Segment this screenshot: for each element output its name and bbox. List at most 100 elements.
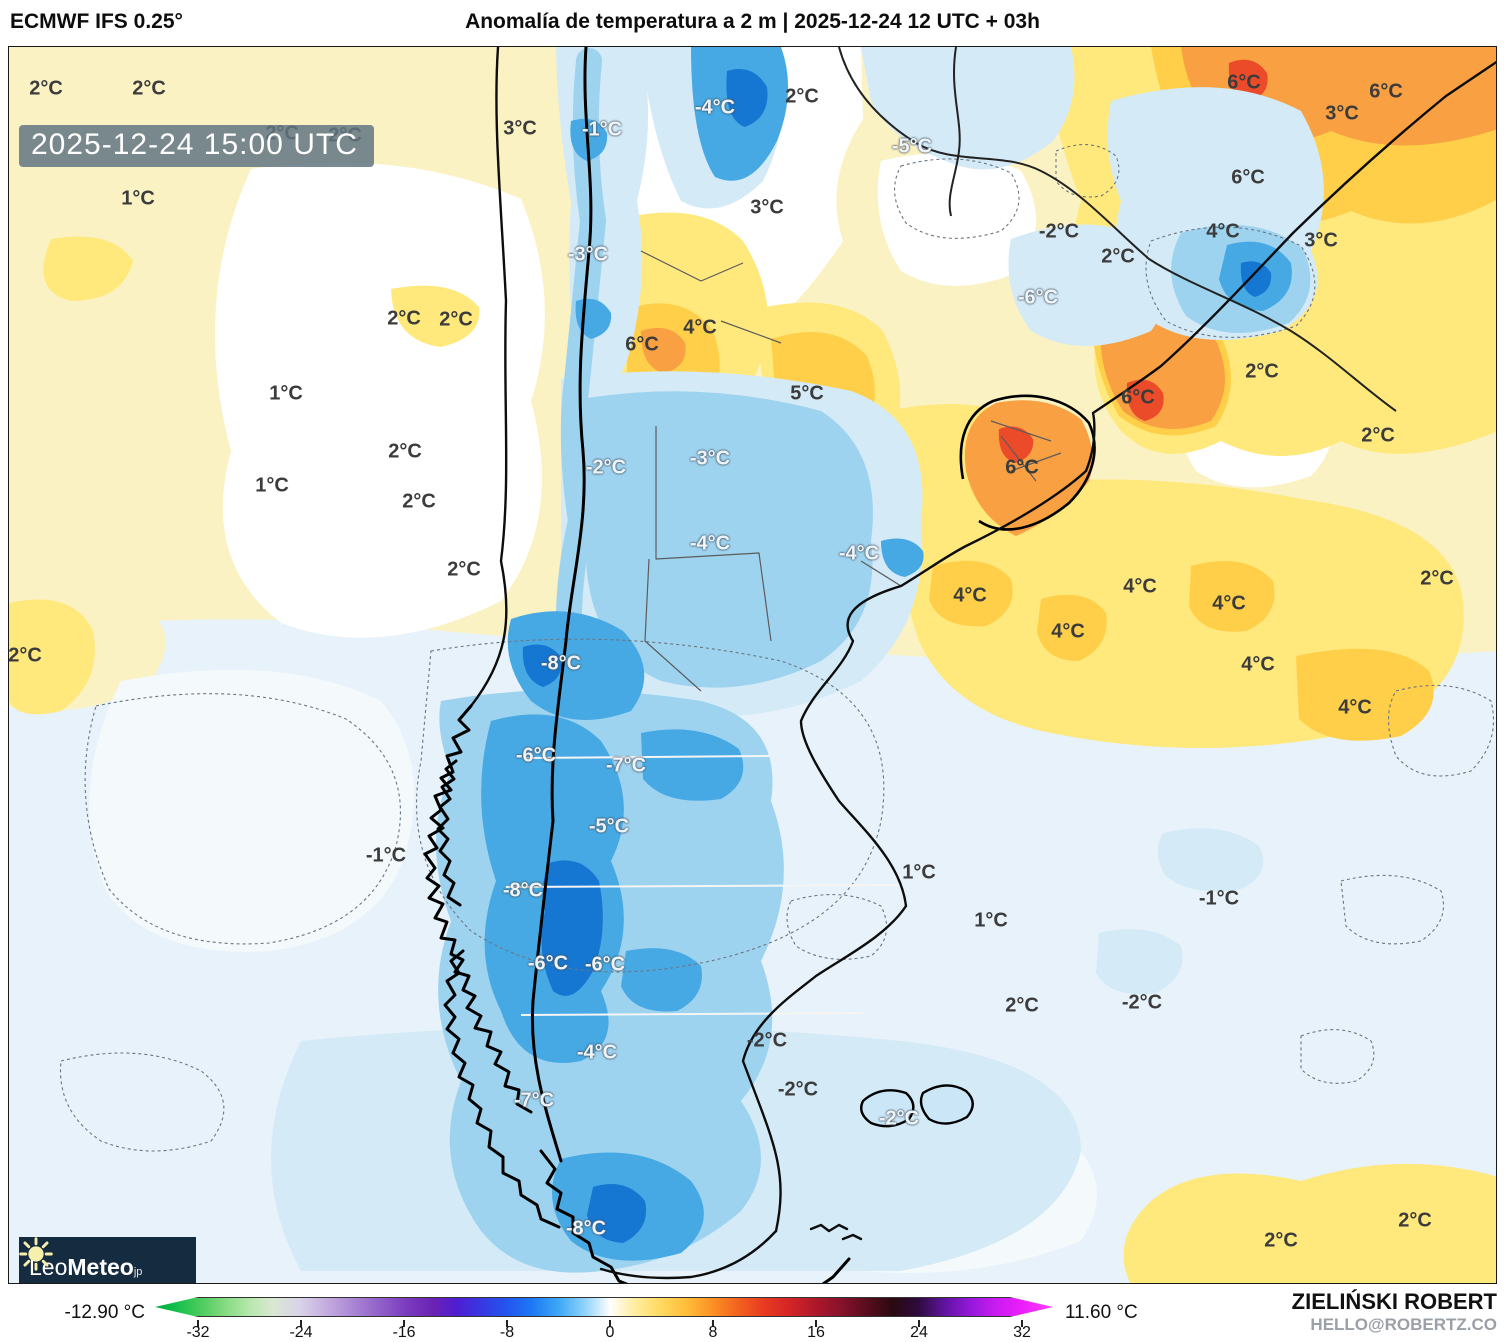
temperature-label: 2°C xyxy=(402,490,436,513)
leometeo-logo: LeoMeteojp xyxy=(19,1237,196,1283)
temperature-label: 2°C xyxy=(8,644,42,667)
colorbar-tick-label: 16 xyxy=(807,1324,825,1341)
temperature-label: 3°C xyxy=(750,196,784,219)
temperature-label: -6°C xyxy=(515,744,557,767)
temperature-label: -7°C xyxy=(605,754,647,777)
colorbar-tick-label: 0 xyxy=(605,1324,615,1341)
temperature-label: 6°C xyxy=(1227,71,1261,94)
temperature-label: 2°C xyxy=(1245,360,1279,383)
temperature-label: -8°C xyxy=(540,652,582,675)
colorbar-tick-label: 24 xyxy=(910,1324,928,1341)
page-title: Anomalía de temperatura a 2 m | 2025-12-… xyxy=(465,10,1040,33)
temperature-label: 4°C xyxy=(1338,696,1372,719)
temperature-label: 4°C xyxy=(1241,653,1275,676)
temperature-label: 2°C xyxy=(1361,424,1395,447)
temperature-label: -2°C xyxy=(1038,220,1080,243)
colorbar-tick-label: -32 xyxy=(186,1324,210,1341)
temperature-label: 2°C xyxy=(132,77,166,100)
colorbar-tick xyxy=(712,1320,714,1327)
temperature-label: -2°C xyxy=(746,1029,788,1052)
model-name: ECMWF IFS 0.25° xyxy=(10,10,183,33)
temperature-label: 1°C xyxy=(255,474,289,497)
temperature-label: 2°C xyxy=(447,558,481,581)
temperature-label: 1°C xyxy=(121,187,155,210)
temperature-label: 1°C xyxy=(902,861,936,884)
colorbar-tick xyxy=(815,1320,817,1327)
temperature-label: 6°C xyxy=(1005,456,1039,479)
temperature-label: 2°C xyxy=(1398,1209,1432,1232)
temperature-label: -8°C xyxy=(565,1217,607,1240)
temperature-label: -2°C xyxy=(1121,991,1163,1014)
colorbar-tick-label: -24 xyxy=(289,1324,313,1341)
colorbar-tick xyxy=(403,1320,405,1327)
temperature-label: 4°C xyxy=(1123,575,1157,598)
colorbar xyxy=(155,1297,1053,1317)
author-credit: ZIELIŃSKI ROBERT xyxy=(1291,1289,1497,1314)
colorbar-tick xyxy=(918,1320,920,1327)
temperature-label: -6°C xyxy=(1017,286,1059,309)
temperature-label: 2°C xyxy=(785,85,819,108)
timestamp-overlay: 2025-12-24 15:00 UTC xyxy=(19,125,374,167)
temperature-label: 6°C xyxy=(1231,166,1265,189)
temperature-label: -6°C xyxy=(527,952,569,975)
sun-icon xyxy=(19,1237,53,1271)
temperature-label: 2°C xyxy=(1264,1229,1298,1252)
temperature-label: -1°C xyxy=(365,844,407,867)
temperature-label: -3°C xyxy=(567,243,609,266)
map-canvas xyxy=(9,47,1496,1283)
footer: -12.90 °C 11.60 °C -32 -24 -16 -8 0 8 16 24 32 Z… xyxy=(0,1284,1505,1341)
colorbar-tick-label: 8 xyxy=(708,1324,718,1341)
temperature-label: -1°C xyxy=(581,118,623,141)
temperature-label: 6°C xyxy=(625,333,659,356)
temperature-label: -5°C xyxy=(588,815,630,838)
temperature-label: 6°C xyxy=(1121,386,1155,409)
temperature-label: 3°C xyxy=(1325,102,1359,125)
temperature-label: -4°C xyxy=(694,96,736,119)
temperature-label: 6°C xyxy=(1369,80,1403,103)
logo-text: LeoMeteojp xyxy=(29,1253,143,1280)
temperature-label: -2°C xyxy=(585,456,627,479)
temperature-label: -2°C xyxy=(878,1107,920,1130)
temperature-label: 4°C xyxy=(953,584,987,607)
temperature-label: -4°C xyxy=(689,532,731,555)
temperature-label: -1°C xyxy=(1198,887,1240,910)
temperature-label: 1°C xyxy=(974,909,1008,932)
temperature-label: 4°C xyxy=(1051,620,1085,643)
colorbar-tick-label: -16 xyxy=(392,1324,416,1341)
temperature-label: 2°C xyxy=(439,308,473,331)
temperature-label: 3°C xyxy=(503,117,537,140)
temperature-label: 2°C xyxy=(1101,245,1135,268)
colorbar-min-value: -12.90 °C xyxy=(64,1302,145,1323)
temperature-label: 3°C xyxy=(1304,229,1338,252)
temperature-label: -5°C xyxy=(891,135,933,158)
colorbar-tick-label: 32 xyxy=(1013,1324,1031,1341)
temperature-label: -3°C xyxy=(689,447,731,470)
map-labels-layer: 2°C 2°C 2°C 2°C 3°C -1°C -4°C 2°C -5°C 6°C 6°C 3°C 1… xyxy=(8,47,1496,1283)
temperature-label: 4°C xyxy=(1212,592,1246,615)
temperature-label: -6°C xyxy=(584,953,626,976)
colorbar-tick-label: -8 xyxy=(499,1324,515,1341)
temperature-label: 2°C xyxy=(1420,567,1454,590)
temperature-label: 2°C xyxy=(1005,994,1039,1017)
temperature-label: 4°C xyxy=(1206,220,1240,243)
temperature-label: -7°C xyxy=(513,1089,555,1112)
temperature-label: -2°C xyxy=(777,1078,819,1101)
colorbar-max-value: 11.60 °C xyxy=(1065,1302,1138,1323)
temperature-label: -4°C xyxy=(576,1041,618,1064)
temperature-label: 4°C xyxy=(683,316,717,339)
temperature-label: 1°C xyxy=(269,382,303,405)
temperature-label: -4°C xyxy=(838,542,880,565)
colorbar-tick xyxy=(197,1320,199,1327)
colorbar-tick xyxy=(609,1320,611,1327)
header: ECMWF IFS 0.25° Anomalía de temperatura … xyxy=(0,0,1505,46)
colorbar-tick xyxy=(506,1320,508,1327)
temperature-label: 2°C xyxy=(388,440,422,463)
temperature-label: 5°C xyxy=(790,382,824,405)
weather-map: 2°C 2°C 2°C 2°C 3°C -1°C -4°C 2°C -5°C 6°C 6°C 3°C 1… xyxy=(8,46,1497,1284)
colorbar-tick xyxy=(300,1320,302,1327)
temperature-label: 2°C xyxy=(387,307,421,330)
temperature-label: 2°C xyxy=(29,77,63,100)
contact-credit: HELLO@ROBERTZ.CO xyxy=(1310,1315,1497,1334)
colorbar-tick xyxy=(1021,1320,1023,1327)
temperature-label: -8°C xyxy=(502,879,544,902)
